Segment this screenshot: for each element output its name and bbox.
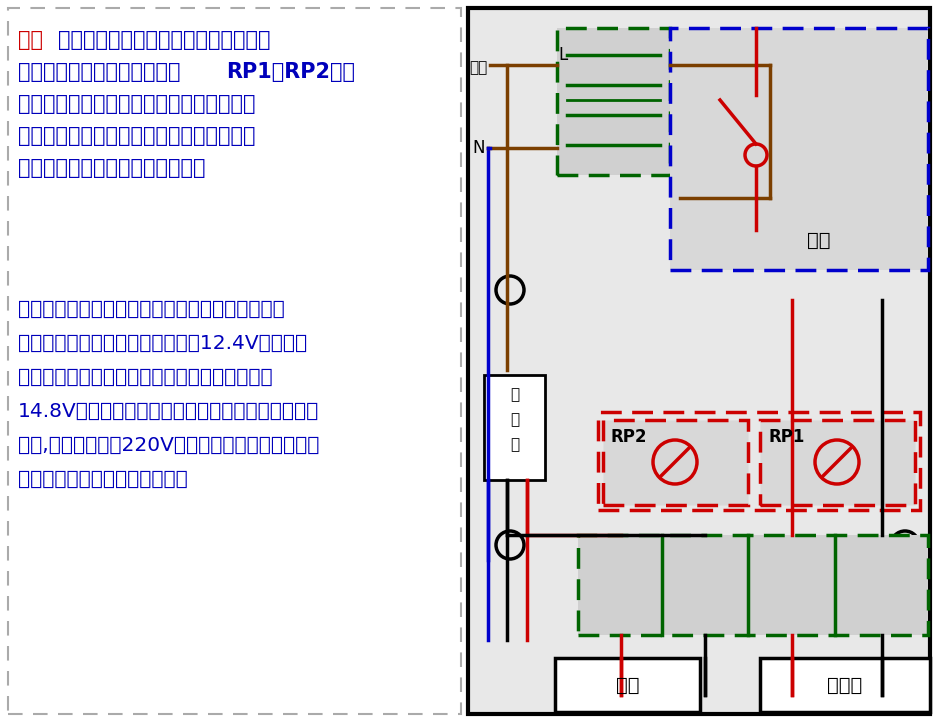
Text: 右图: 右图 (18, 30, 43, 50)
FancyBboxPatch shape (484, 375, 545, 480)
Text: 灯灭,继电器断开。220V输入端断开充电，从而起到: 灯灭,继电器断开。220V输入端断开充电，从而起到 (18, 436, 320, 455)
Text: 通过电瓶供电，电压表起到检测作用（接线: 通过电瓶供电，电压表起到检测作用（接线 (18, 126, 256, 146)
FancyBboxPatch shape (578, 535, 928, 635)
FancyBboxPatch shape (760, 658, 930, 712)
Text: RP2: RP2 (611, 428, 648, 446)
FancyBboxPatch shape (8, 8, 461, 714)
FancyBboxPatch shape (670, 28, 928, 270)
Text: 将影响继电器断开闭合的工作电压，充电板: 将影响继电器断开闭合的工作电压，充电板 (18, 94, 256, 114)
Text: 电瓶: 电瓶 (616, 676, 639, 695)
Text: 电压表: 电压表 (827, 676, 863, 695)
FancyBboxPatch shape (603, 420, 748, 505)
FancyBboxPatch shape (557, 28, 670, 175)
FancyBboxPatch shape (468, 8, 930, 714)
Text: 自动管理充电当电瓶电压跌落至约12.4V（低压可: 自动管理充电当电瓶电压跌落至约12.4V（低压可 (18, 334, 307, 353)
FancyBboxPatch shape (760, 420, 915, 505)
Text: 为电路板接线示意图，继电器通过火线: 为电路板接线示意图，继电器通过火线 (58, 30, 271, 50)
Text: N: N (472, 139, 484, 157)
Text: 火线: 火线 (469, 61, 487, 76)
Text: 充电保护和节能效果，安全省心: 充电保护和节能效果，安全省心 (18, 470, 188, 489)
Text: 充: 充 (509, 388, 519, 402)
Text: 电: 电 (509, 412, 519, 427)
Text: 14.8V（截止电压可调）。充电时红灯亮，充满时红: 14.8V（截止电压可调）。充电时红灯亮，充满时红 (18, 402, 320, 421)
Text: 过程中注意正负极和火线的接法）: 过程中注意正负极和火线的接法） (18, 158, 206, 178)
Text: 蓄电池通过保护板来检测高电平和低电平来进行全: 蓄电池通过保护板来检测高电平和低电平来进行全 (18, 300, 285, 319)
Text: L: L (558, 46, 568, 64)
FancyBboxPatch shape (555, 658, 700, 712)
Text: 起到自动闭合断开电路作用。: 起到自动闭合断开电路作用。 (18, 62, 180, 82)
Text: RP1: RP1 (768, 428, 805, 446)
Text: 开关: 开关 (807, 230, 831, 250)
Text: RP1和RP2调节: RP1和RP2调节 (226, 62, 355, 82)
Text: 调）时保护板会自动进行在次充电，关闭电压约: 调）时保护板会自动进行在次充电，关闭电压约 (18, 368, 273, 387)
Text: 器: 器 (509, 438, 519, 453)
